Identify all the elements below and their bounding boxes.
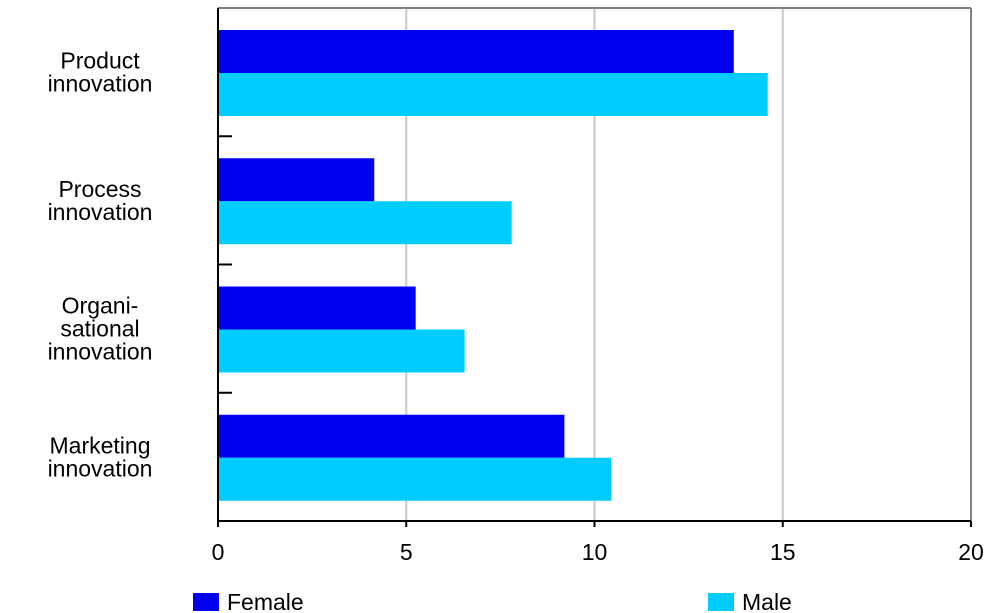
bar-female — [218, 158, 375, 202]
category-label: Process innovation — [48, 176, 153, 225]
category-label-line: innovation — [48, 199, 153, 225]
x-tick-label: 15 — [770, 539, 796, 565]
legend-label-male: Male — [742, 589, 792, 613]
x-tick-label: 20 — [958, 539, 984, 565]
category-label-line: Organi- — [62, 293, 139, 319]
bar-male — [218, 73, 768, 116]
bar-male — [218, 329, 465, 373]
legend-label-female: Female — [227, 589, 304, 613]
category-label-line: sational — [60, 316, 139, 342]
x-tick-label: 5 — [400, 539, 413, 565]
category-label-line: Product — [60, 48, 140, 74]
bar-male — [218, 201, 512, 245]
category-label: Organi-sational innovation — [48, 293, 153, 365]
bar-male — [218, 457, 612, 501]
x-tick-label: 10 — [582, 539, 608, 565]
bar-female — [218, 414, 565, 458]
category-label: Product innovation — [48, 48, 153, 97]
category-label: Marketing innovation — [48, 432, 153, 481]
bar-female — [218, 30, 734, 73]
category-label-line: Process — [58, 176, 141, 202]
bar-female — [218, 286, 416, 330]
category-label-line: innovation — [48, 455, 153, 481]
category-label-line: innovation — [48, 71, 153, 97]
category-label-line: innovation — [48, 339, 153, 365]
category-label-line: Marketing — [50, 432, 151, 458]
legend-swatch-male — [708, 593, 734, 611]
legend-swatch-female — [193, 593, 219, 611]
x-tick-label: 0 — [212, 539, 225, 565]
